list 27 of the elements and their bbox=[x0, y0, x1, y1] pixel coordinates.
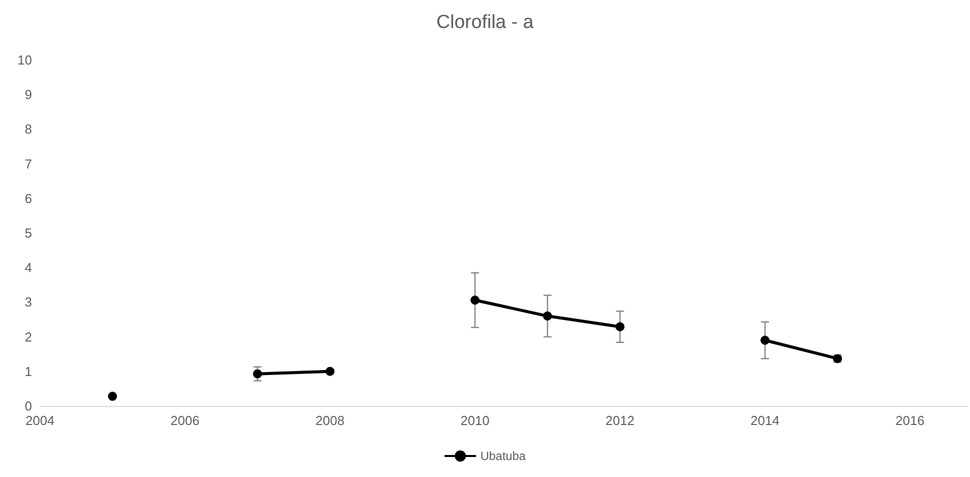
y-tick-label: 0 bbox=[24, 398, 32, 414]
x-tick-label: 2006 bbox=[170, 413, 200, 428]
x-tick-label: 2012 bbox=[606, 413, 634, 428]
x-tick-label: 2004 bbox=[26, 413, 54, 428]
chart-title: Clorofila - a bbox=[436, 12, 534, 33]
y-tick-label: 9 bbox=[24, 87, 32, 102]
y-tick-label: 8 bbox=[24, 122, 32, 137]
y-tick-label: 10 bbox=[18, 52, 32, 68]
y-tick-label: 4 bbox=[24, 260, 32, 276]
x-tick-label: 2008 bbox=[316, 413, 344, 428]
y-tick-label: 7 bbox=[24, 156, 32, 172]
point bbox=[543, 312, 552, 321]
y-tick-label: 1 bbox=[24, 364, 32, 379]
x-tick-label: 2010 bbox=[460, 413, 490, 428]
point bbox=[470, 296, 480, 305]
legend-label: Ubatuba bbox=[480, 449, 526, 463]
y-tick-label: 3 bbox=[24, 294, 32, 310]
point bbox=[760, 336, 770, 345]
y-tick-label: 2 bbox=[24, 329, 32, 344]
point bbox=[253, 369, 262, 378]
x-tick-label: 2016 bbox=[896, 413, 924, 428]
point bbox=[616, 322, 624, 332]
point bbox=[108, 392, 117, 401]
x-tick-label: 2014 bbox=[750, 413, 780, 428]
y-tick-label: 6 bbox=[24, 190, 32, 206]
point bbox=[326, 366, 334, 376]
y-tick-label: 5 bbox=[24, 226, 32, 240]
